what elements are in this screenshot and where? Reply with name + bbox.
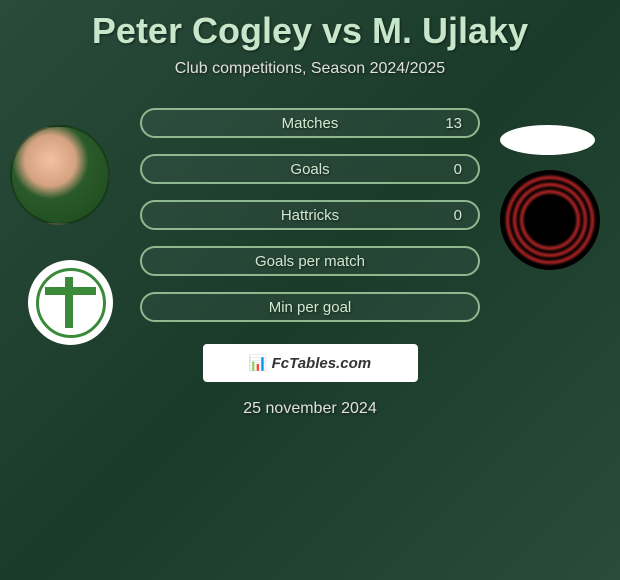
comparison-card: Peter Cogley vs M. Ujlaky Club competiti…: [0, 0, 620, 580]
stat-label: Hattricks: [281, 207, 339, 224]
stat-row-goals: Goals 0: [140, 154, 480, 184]
stat-label: Goals: [290, 161, 329, 178]
stat-value: 0: [454, 207, 462, 224]
date-label: 25 november 2024: [0, 400, 620, 418]
stat-row-goals-per-match: Goals per match: [140, 246, 480, 276]
stats-list: Matches 13 Goals 0 Hattricks 0 Goals per…: [140, 108, 480, 322]
page-subtitle: Club competitions, Season 2024/2025: [0, 60, 620, 78]
stat-row-matches: Matches 13: [140, 108, 480, 138]
club-badge-right: [500, 170, 600, 270]
player-avatar-right-placeholder: [500, 125, 595, 155]
stat-label: Min per goal: [269, 299, 352, 316]
stat-label: Goals per match: [255, 253, 365, 270]
stat-value: 13: [445, 115, 462, 132]
stat-row-hattricks: Hattricks 0: [140, 200, 480, 230]
player-avatar-left: [10, 125, 110, 225]
page-title: Peter Cogley vs M. Ujlaky: [0, 10, 620, 52]
stat-row-min-per-goal: Min per goal: [140, 292, 480, 322]
stat-value: 0: [454, 161, 462, 178]
watermark-badge: 📊 FcTables.com: [203, 344, 418, 382]
chart-icon: 📊: [249, 354, 268, 372]
stat-label: Matches: [282, 115, 339, 132]
club-crest-icon: [36, 268, 106, 338]
watermark-text: FcTables.com: [272, 355, 371, 372]
club-badge-left: [28, 260, 113, 345]
